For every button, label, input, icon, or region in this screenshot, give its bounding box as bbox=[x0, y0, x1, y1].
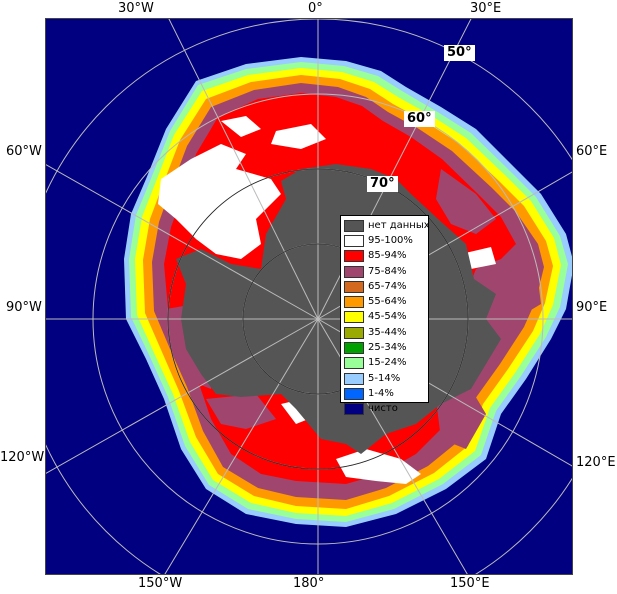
legend-label: 55-64% bbox=[368, 296, 407, 308]
legend-swatch bbox=[344, 326, 364, 339]
legend-swatch bbox=[344, 387, 364, 400]
legend-item: 1-4% bbox=[344, 386, 425, 401]
legend-rows: нет данных 95-100% 85-94% 75-84% 65-74% 55-64… bbox=[344, 218, 430, 417]
lon-label-120w: 120°W bbox=[0, 450, 45, 465]
legend-item: 45-54% bbox=[344, 310, 425, 325]
legend-label: 65-74% bbox=[368, 280, 407, 292]
legend-item: 25-34% bbox=[344, 340, 425, 355]
legend-swatch bbox=[344, 342, 364, 355]
lon-label-60e: 60°E bbox=[576, 144, 608, 159]
legend-swatch bbox=[344, 219, 364, 232]
legend-swatch bbox=[344, 250, 364, 263]
ice-zone-95-100-ross bbox=[336, 449, 421, 484]
legend-item: нет данных bbox=[344, 218, 430, 233]
legend-swatch bbox=[344, 372, 364, 385]
legend-label: 5-14% bbox=[368, 372, 401, 384]
legend-item: 65-74% bbox=[344, 279, 425, 294]
legend-item: 95-100% bbox=[344, 233, 425, 248]
lon-label-0: 0° bbox=[308, 1, 323, 16]
ice-zone-95-100-weddell bbox=[158, 144, 281, 259]
lon-label-90e: 90°E bbox=[576, 300, 608, 315]
legend-item: 15-24% bbox=[344, 356, 425, 371]
lat-label-60: 60° bbox=[404, 111, 435, 127]
legend-swatch bbox=[344, 265, 364, 278]
legend-label: 75-84% bbox=[368, 265, 407, 277]
lon-label-180: 180° bbox=[293, 576, 325, 591]
legend-item: 5-14% bbox=[344, 371, 425, 386]
lat-label-70: 70° bbox=[367, 176, 398, 192]
legend-label: 85-94% bbox=[368, 250, 407, 262]
legend-item: 35-44% bbox=[344, 325, 425, 340]
lon-label-30e: 30°E bbox=[470, 1, 502, 16]
legend-swatch bbox=[344, 296, 364, 309]
lon-label-30w: 30°W bbox=[118, 1, 154, 16]
lon-label-90w: 90°W bbox=[6, 300, 42, 315]
ice-patch-75-84-e bbox=[501, 264, 541, 319]
lon-label-150w: 150°W bbox=[138, 576, 183, 591]
lon-label-120e: 120°E bbox=[576, 455, 616, 470]
lon-label-60w: 60°W bbox=[6, 144, 42, 159]
ice-patch-white-b bbox=[271, 124, 326, 149]
legend-item: чисто bbox=[344, 402, 425, 417]
legend-label: чисто bbox=[368, 403, 398, 415]
legend-swatch bbox=[344, 357, 364, 370]
ice-patch-75-84-a bbox=[436, 169, 496, 234]
legend-swatch bbox=[344, 234, 364, 247]
ice-patch-75-84-c bbox=[206, 394, 276, 429]
lon-label-150e: 150°E bbox=[450, 576, 490, 591]
legend-swatch bbox=[344, 403, 364, 416]
legend-label: 25-34% bbox=[368, 342, 407, 354]
legend-item: 75-84% bbox=[344, 264, 425, 279]
legend: нет данных 95-100% 85-94% 75-84% 65-74% 55-64… bbox=[340, 215, 430, 416]
legend-swatch bbox=[344, 311, 364, 324]
sea-ice-map bbox=[45, 18, 573, 575]
ice-patch-75-84-d bbox=[436, 389, 486, 449]
legend-label: 45-54% bbox=[368, 311, 407, 323]
legend-swatch bbox=[344, 280, 364, 293]
legend-label: нет данных bbox=[368, 219, 430, 231]
ice-patch-white-a bbox=[221, 116, 261, 137]
legend-label: 15-24% bbox=[368, 357, 407, 369]
legend-label: 35-44% bbox=[368, 326, 407, 338]
legend-label: 1-4% bbox=[368, 387, 394, 399]
lat-label-50: 50° bbox=[444, 45, 475, 61]
legend-label: 95-100% bbox=[368, 234, 413, 246]
legend-item: 85-94% bbox=[344, 249, 425, 264]
map-canvas bbox=[46, 19, 572, 574]
legend-item: 55-64% bbox=[344, 294, 425, 309]
